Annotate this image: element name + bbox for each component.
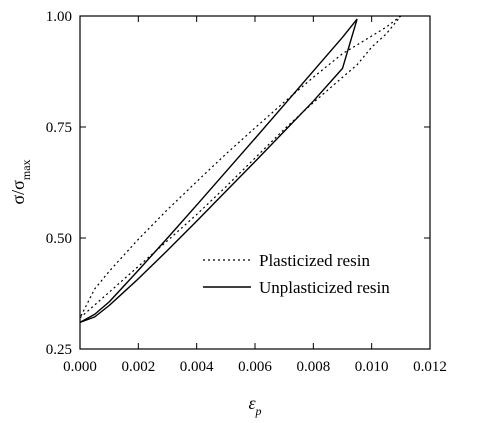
x-axis-label: εp	[248, 393, 261, 418]
legend: Plasticized resin Unplasticized resin	[203, 251, 390, 297]
x-axis-label-subscript: p	[255, 404, 262, 418]
x-tick-label: 0.002	[121, 359, 155, 375]
plasticized-resin-loading-line	[79, 15, 402, 319]
y-axis-label-subscript: max	[19, 159, 33, 180]
unplasticized-resin-loading-line	[79, 18, 358, 324]
x-tick-label: 0.004	[180, 359, 214, 375]
series-layer	[79, 15, 402, 324]
y-tick-label: 0.50	[46, 231, 72, 247]
y-axis-label: σ/σmax	[8, 159, 33, 204]
y-tick-label: 1.00	[46, 9, 72, 25]
axis-ticks: 0.000 0.002 0.004 0.006 0.008 0.010 0.012 0.25 0…	[46, 9, 447, 375]
x-tick-label: 0.006	[238, 359, 272, 375]
legend-label-unplasticized: Unplasticized resin	[259, 278, 390, 297]
plasticized-resin-unloading-line	[79, 15, 402, 319]
plot-frame	[79, 15, 431, 350]
x-tick-label: 0.012	[413, 359, 447, 375]
x-tick-label: 0.000	[63, 359, 97, 375]
y-tick-label: 0.25	[46, 342, 72, 358]
legend-label-plasticized: Plasticized resin	[259, 251, 370, 270]
unplasticized-resin-unloading-line	[79, 18, 358, 324]
x-tick-label: 0.008	[296, 359, 330, 375]
x-tick-label: 0.010	[355, 359, 389, 375]
y-tick-label: 0.75	[46, 120, 72, 136]
